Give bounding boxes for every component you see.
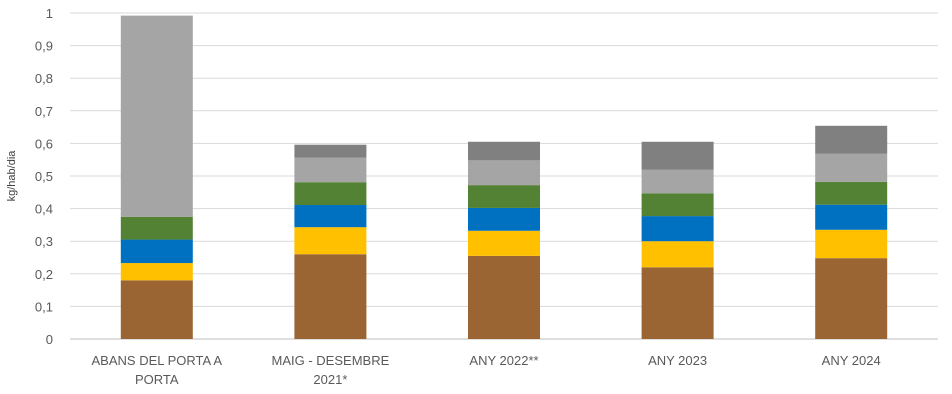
bar-segment <box>815 125 888 154</box>
bar-segment <box>815 204 888 230</box>
bar-segment <box>468 255 540 339</box>
bar-segment <box>641 141 714 170</box>
y-tick-label: 0,9 <box>35 39 53 54</box>
bar-segment <box>468 185 540 208</box>
x-tick-labels: ABANS DEL PORTA A PORTA MAIG - DESEMBRE 202… <box>92 353 881 387</box>
y-tick-label: 0,1 <box>35 299 53 314</box>
bar-segment <box>641 267 714 339</box>
bar-segment <box>815 229 888 259</box>
x-tick-label: ANY 2022** <box>469 353 538 368</box>
bar-segment <box>294 157 367 183</box>
y-tick-label: 0,8 <box>35 71 53 86</box>
bar-segment <box>120 216 193 240</box>
bar-segment <box>641 193 714 217</box>
bar-segment <box>815 181 888 205</box>
x-tick-label: ANY 2024 <box>822 353 881 368</box>
bar-segment <box>294 205 367 228</box>
bar-segment <box>120 239 193 264</box>
y-tick-label: 0,7 <box>35 104 53 119</box>
y-tick-label: 1 <box>46 6 53 21</box>
y-tick-label: 0,4 <box>35 202 53 217</box>
bar-segment <box>468 141 540 161</box>
y-axis-label: kg/hab/dia <box>6 150 18 202</box>
x-tick-label: ABANS DEL PORTA A PORTA <box>92 353 223 387</box>
y-tick-label: 0,6 <box>35 136 53 151</box>
bar-segment <box>641 241 714 268</box>
y-tick-labels: 0 0,1 0,2 0,3 0,4 0,5 0,6 0,7 0,8 0,9 1 <box>35 6 53 347</box>
bar-segment <box>294 144 367 158</box>
y-tick-label: 0 <box>46 332 53 347</box>
bar-segment <box>294 254 367 339</box>
bar-segment <box>120 15 193 217</box>
bar-segment <box>468 230 540 256</box>
bar-segment <box>120 280 193 339</box>
bar-segment <box>468 207 540 231</box>
bar-segment <box>120 263 193 281</box>
bars <box>120 15 888 339</box>
y-tick-label: 0,3 <box>35 234 53 249</box>
x-tick-label: MAIG - DESEMBRE 2021* <box>272 353 390 387</box>
bar-segment <box>468 160 540 186</box>
bar-segment <box>641 216 714 242</box>
bar-segment <box>294 182 367 206</box>
y-tick-label: 0,2 <box>35 267 53 282</box>
bar-segment <box>294 227 367 255</box>
bar-segment <box>815 153 888 182</box>
y-tick-label: 0,5 <box>35 169 53 184</box>
bar-segment <box>815 258 888 339</box>
bar-segment <box>641 169 714 194</box>
x-tick-label: ANY 2023 <box>648 353 707 368</box>
